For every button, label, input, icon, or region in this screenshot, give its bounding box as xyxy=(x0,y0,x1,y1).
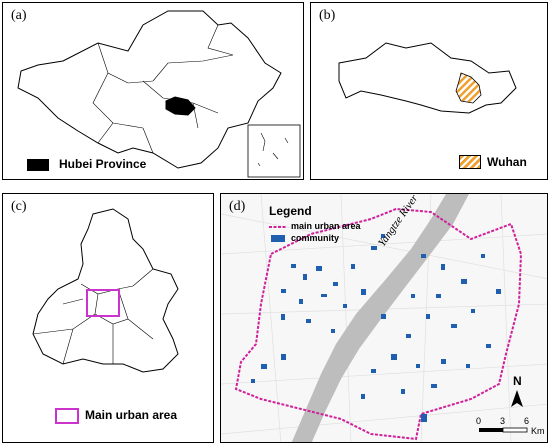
main-urban-map xyxy=(221,194,547,442)
main-urban-legend-text: Main urban area xyxy=(85,408,178,422)
north-arrow-icon xyxy=(511,390,523,407)
scale-unit: Km xyxy=(531,426,545,436)
wuhan-district-map xyxy=(32,208,179,373)
panel-a-label: (a) xyxy=(11,8,27,23)
panel-b-label: (b) xyxy=(319,8,336,23)
legend-title: Legend xyxy=(269,204,312,218)
wuhan-legend-swatch xyxy=(459,155,481,169)
hubei-map xyxy=(338,42,517,114)
hubei-legend-text: Hubei Province xyxy=(59,157,147,171)
panel-b-hubei-map: (b) Wuhan xyxy=(310,2,548,180)
north-label: N xyxy=(513,374,522,388)
china-map xyxy=(17,10,301,178)
legend-item-community: community xyxy=(291,233,340,243)
panel-d-label: (d) xyxy=(229,199,246,214)
wuhan-shape xyxy=(455,72,482,104)
main-urban-legend-swatch xyxy=(55,408,79,424)
scale-tick-0: 0 xyxy=(476,416,482,426)
panel-d-main-urban-map: (d) Legend main urban area community Yan… xyxy=(220,193,548,443)
hubei-province-shape xyxy=(165,96,196,116)
wuhan-legend-text: Wuhan xyxy=(487,155,527,169)
panel-c-wuhan-districts: (c) Main urban area xyxy=(2,193,214,443)
panel-c-label: (c) xyxy=(11,199,27,214)
scale-tick-6: 6 xyxy=(524,416,530,426)
scale-tick-3: 3 xyxy=(500,416,506,426)
legend-item-main-urban: main urban area xyxy=(291,221,361,231)
hubei-legend-swatch xyxy=(27,159,49,171)
main-urban-area-boundary xyxy=(234,207,523,441)
panel-a-china-map: (a) Hubei Province xyxy=(2,2,304,180)
